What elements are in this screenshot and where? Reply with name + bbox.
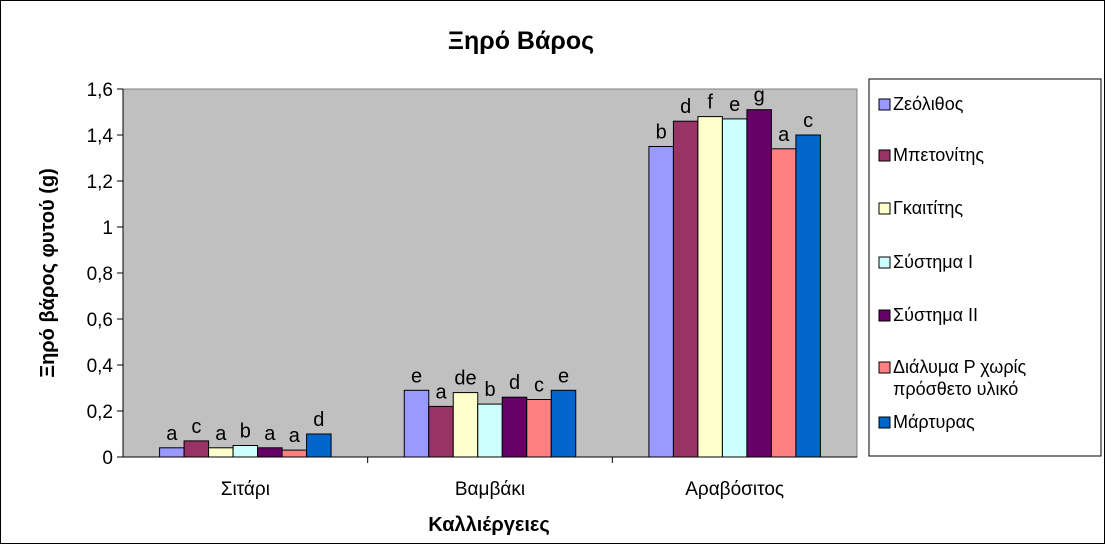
bar — [306, 433, 332, 458]
bar — [501, 396, 528, 458]
x-tick-label: Βαμβάκι — [455, 479, 525, 500]
bar — [208, 447, 234, 458]
significance-letter: a — [289, 425, 301, 447]
bar — [159, 447, 185, 458]
bar — [257, 447, 283, 458]
y-tick-label: 0,6 — [87, 310, 113, 331]
bar — [550, 389, 577, 458]
bar — [672, 120, 699, 458]
significance-letter: a — [215, 423, 227, 445]
legend-box — [868, 78, 1102, 457]
y-tick-label: 1,6 — [87, 80, 113, 101]
significance-letter: a — [435, 381, 447, 403]
significance-letter: a — [264, 423, 276, 445]
significance-letter: e — [558, 365, 569, 387]
legend-item-label: Γκαιτίτης — [893, 198, 963, 218]
chart-title: Ξηρό Βάρος — [448, 27, 594, 55]
bar — [648, 146, 674, 458]
axes-group: 0 0,2 0,4 0,6 0,8 1 1,2 1,4 1,6 Σιτάρι Βαμβάκι Αραβ… — [87, 80, 857, 500]
legend-swatch — [878, 416, 891, 429]
legend-swatch — [878, 149, 891, 162]
legend-swatch — [878, 202, 891, 215]
significance-letter: de — [454, 368, 476, 390]
bar — [746, 109, 772, 458]
y-axis-title: Ξηρό βάρος φυτού (g) — [37, 168, 59, 378]
x-axis-title: Καλλιέργειες — [428, 514, 550, 536]
y-tick-label: 0,2 — [87, 402, 113, 423]
bar — [770, 148, 797, 458]
bar — [795, 134, 821, 458]
significance-letter: b — [484, 379, 495, 401]
significance-letter: e — [729, 94, 740, 116]
bar — [452, 392, 479, 458]
legend-item-label: Ζεόλιθος — [893, 94, 964, 114]
bar — [232, 445, 259, 458]
legend-item-label: Μπετονίτης — [893, 145, 984, 165]
significance-letter: a — [778, 124, 790, 146]
legend-swatch — [878, 309, 891, 322]
legend-item-label: Σύστημα Ι — [893, 252, 973, 272]
bar — [721, 118, 748, 458]
significance-letter: c — [534, 375, 544, 397]
bar — [403, 389, 430, 458]
x-tick-label: Σιτάρι — [221, 479, 270, 500]
significance-letter: b — [240, 421, 251, 443]
y-tick-label: 1,2 — [87, 172, 113, 193]
y-tick-label: 0 — [102, 448, 113, 469]
legend-swatch — [878, 256, 891, 269]
significance-letter: a — [166, 423, 178, 445]
bar — [428, 405, 454, 458]
bar — [281, 449, 308, 458]
significance-letter: d — [680, 96, 691, 118]
significance-letter: g — [754, 85, 765, 107]
significance-letter: b — [656, 122, 667, 144]
bar — [183, 440, 210, 458]
legend: Ζεόλιθος Μπετονίτης Γκαιτίτης Σύστημα Ι Σύστ… — [868, 78, 1102, 457]
significance-letter: f — [707, 92, 713, 114]
y-tick-label: 0,4 — [87, 356, 114, 377]
bar — [697, 116, 723, 458]
significance-letter: e — [411, 365, 422, 387]
y-tick-label: 1 — [102, 218, 113, 239]
legend-swatch — [878, 98, 891, 111]
legend-item-label: Διάλυμα P χωρίς πρόσθετο υλικό — [893, 357, 1027, 399]
legend-swatch — [878, 361, 891, 374]
y-tick-label: 0,8 — [87, 264, 113, 285]
significance-letter: d — [313, 409, 324, 431]
bar — [526, 399, 552, 458]
significance-letter: c — [803, 110, 813, 132]
y-tick-label: 1,4 — [87, 126, 114, 147]
significance-letter: c — [191, 416, 201, 438]
legend-item-label: Σύστημα ΙΙ — [893, 305, 978, 325]
legend-item-label: Μάρτυρας — [893, 412, 975, 432]
bar — [477, 403, 503, 458]
x-tick-label: Αραβόσιτος — [685, 479, 784, 500]
significance-letter: d — [509, 372, 520, 394]
